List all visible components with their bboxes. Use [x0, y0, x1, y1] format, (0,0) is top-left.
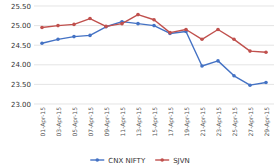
legend: CNX NIFTY SJVN: [90, 157, 189, 165]
series-marker: [104, 25, 108, 29]
x-tick-label: 15-Apr-15: [151, 107, 159, 137]
series-marker: [88, 34, 92, 38]
legend-label: SJVN: [173, 157, 190, 165]
grid-line: [34, 45, 274, 46]
series-marker: [56, 38, 60, 42]
legend-marker: [160, 158, 164, 162]
series-marker: [40, 41, 44, 45]
chart: 23.0023.5024.0024.5025.0025.5001-Apr-150…: [0, 0, 280, 168]
x-tick-label: 25-Apr-15: [231, 107, 239, 137]
series-marker: [168, 32, 172, 36]
series-line: [42, 15, 266, 53]
series-marker: [40, 26, 44, 30]
y-tick-label: 25.00: [11, 22, 31, 30]
series-marker: [72, 35, 76, 39]
x-tick-label: 07-Apr-15: [87, 107, 95, 137]
legend-item: SJVN: [155, 157, 190, 165]
x-tick-label: 29-Apr-15: [263, 107, 271, 137]
series-marker: [72, 23, 76, 27]
grid-line: [34, 6, 274, 7]
x-tick-label: 23-Apr-15: [215, 107, 223, 137]
series-marker: [136, 13, 140, 17]
x-tick-label: 21-Apr-15: [199, 107, 207, 137]
series-marker: [248, 49, 252, 53]
series-marker: [200, 38, 204, 42]
x-tick-label: 19-Apr-15: [183, 107, 191, 137]
y-tick-label: 25.50: [11, 3, 31, 11]
x-tick-label: 03-Apr-15: [55, 107, 63, 137]
y-tick-label: 24.50: [11, 42, 31, 50]
x-tick-label: 27-Apr-15: [247, 107, 255, 137]
x-tick-label: 17-Apr-15: [167, 107, 175, 137]
series-marker: [264, 81, 268, 85]
series-marker: [152, 18, 156, 22]
series-marker: [232, 74, 236, 78]
grid-line: [34, 64, 274, 65]
series-marker: [104, 25, 108, 29]
series-marker: [216, 28, 220, 32]
x-tick-label: 13-Apr-15: [135, 107, 143, 137]
series-marker: [216, 59, 220, 63]
series-marker: [136, 22, 140, 26]
grid-line: [34, 104, 274, 105]
y-tick-label: 23.50: [11, 81, 31, 89]
series-marker: [184, 28, 188, 32]
series-marker: [168, 31, 172, 35]
series-marker: [200, 64, 204, 68]
series-marker: [88, 17, 92, 21]
legend-label: CNX NIFTY: [108, 157, 146, 165]
series-marker: [232, 38, 236, 42]
series-marker: [248, 83, 252, 87]
y-axis: 23.00 23.50 24.00 24.50 25.00 25.50: [11, 3, 274, 109]
series-marker: [152, 24, 156, 28]
x-tick-label: 09-Apr-15: [103, 107, 111, 137]
series-marker: [120, 22, 124, 26]
series-marker: [264, 50, 268, 54]
x-tick-label: 11-Apr-15: [119, 107, 127, 137]
grid-line: [34, 84, 274, 85]
series-marker: [56, 24, 60, 28]
y-tick-label: 24.00: [11, 61, 31, 69]
plot-area: [40, 13, 268, 87]
legend-marker: [95, 158, 99, 162]
series-line: [42, 22, 266, 86]
x-axis: 01-Apr-15 03-Apr-15 05-Apr-15 07-Apr-15 09-A…: [39, 107, 271, 137]
legend-item: CNX NIFTY: [90, 157, 146, 165]
x-tick-label: 01-Apr-15: [39, 107, 47, 137]
x-tick-label: 05-Apr-15: [71, 107, 79, 137]
y-tick-label: 23.00: [11, 101, 31, 109]
